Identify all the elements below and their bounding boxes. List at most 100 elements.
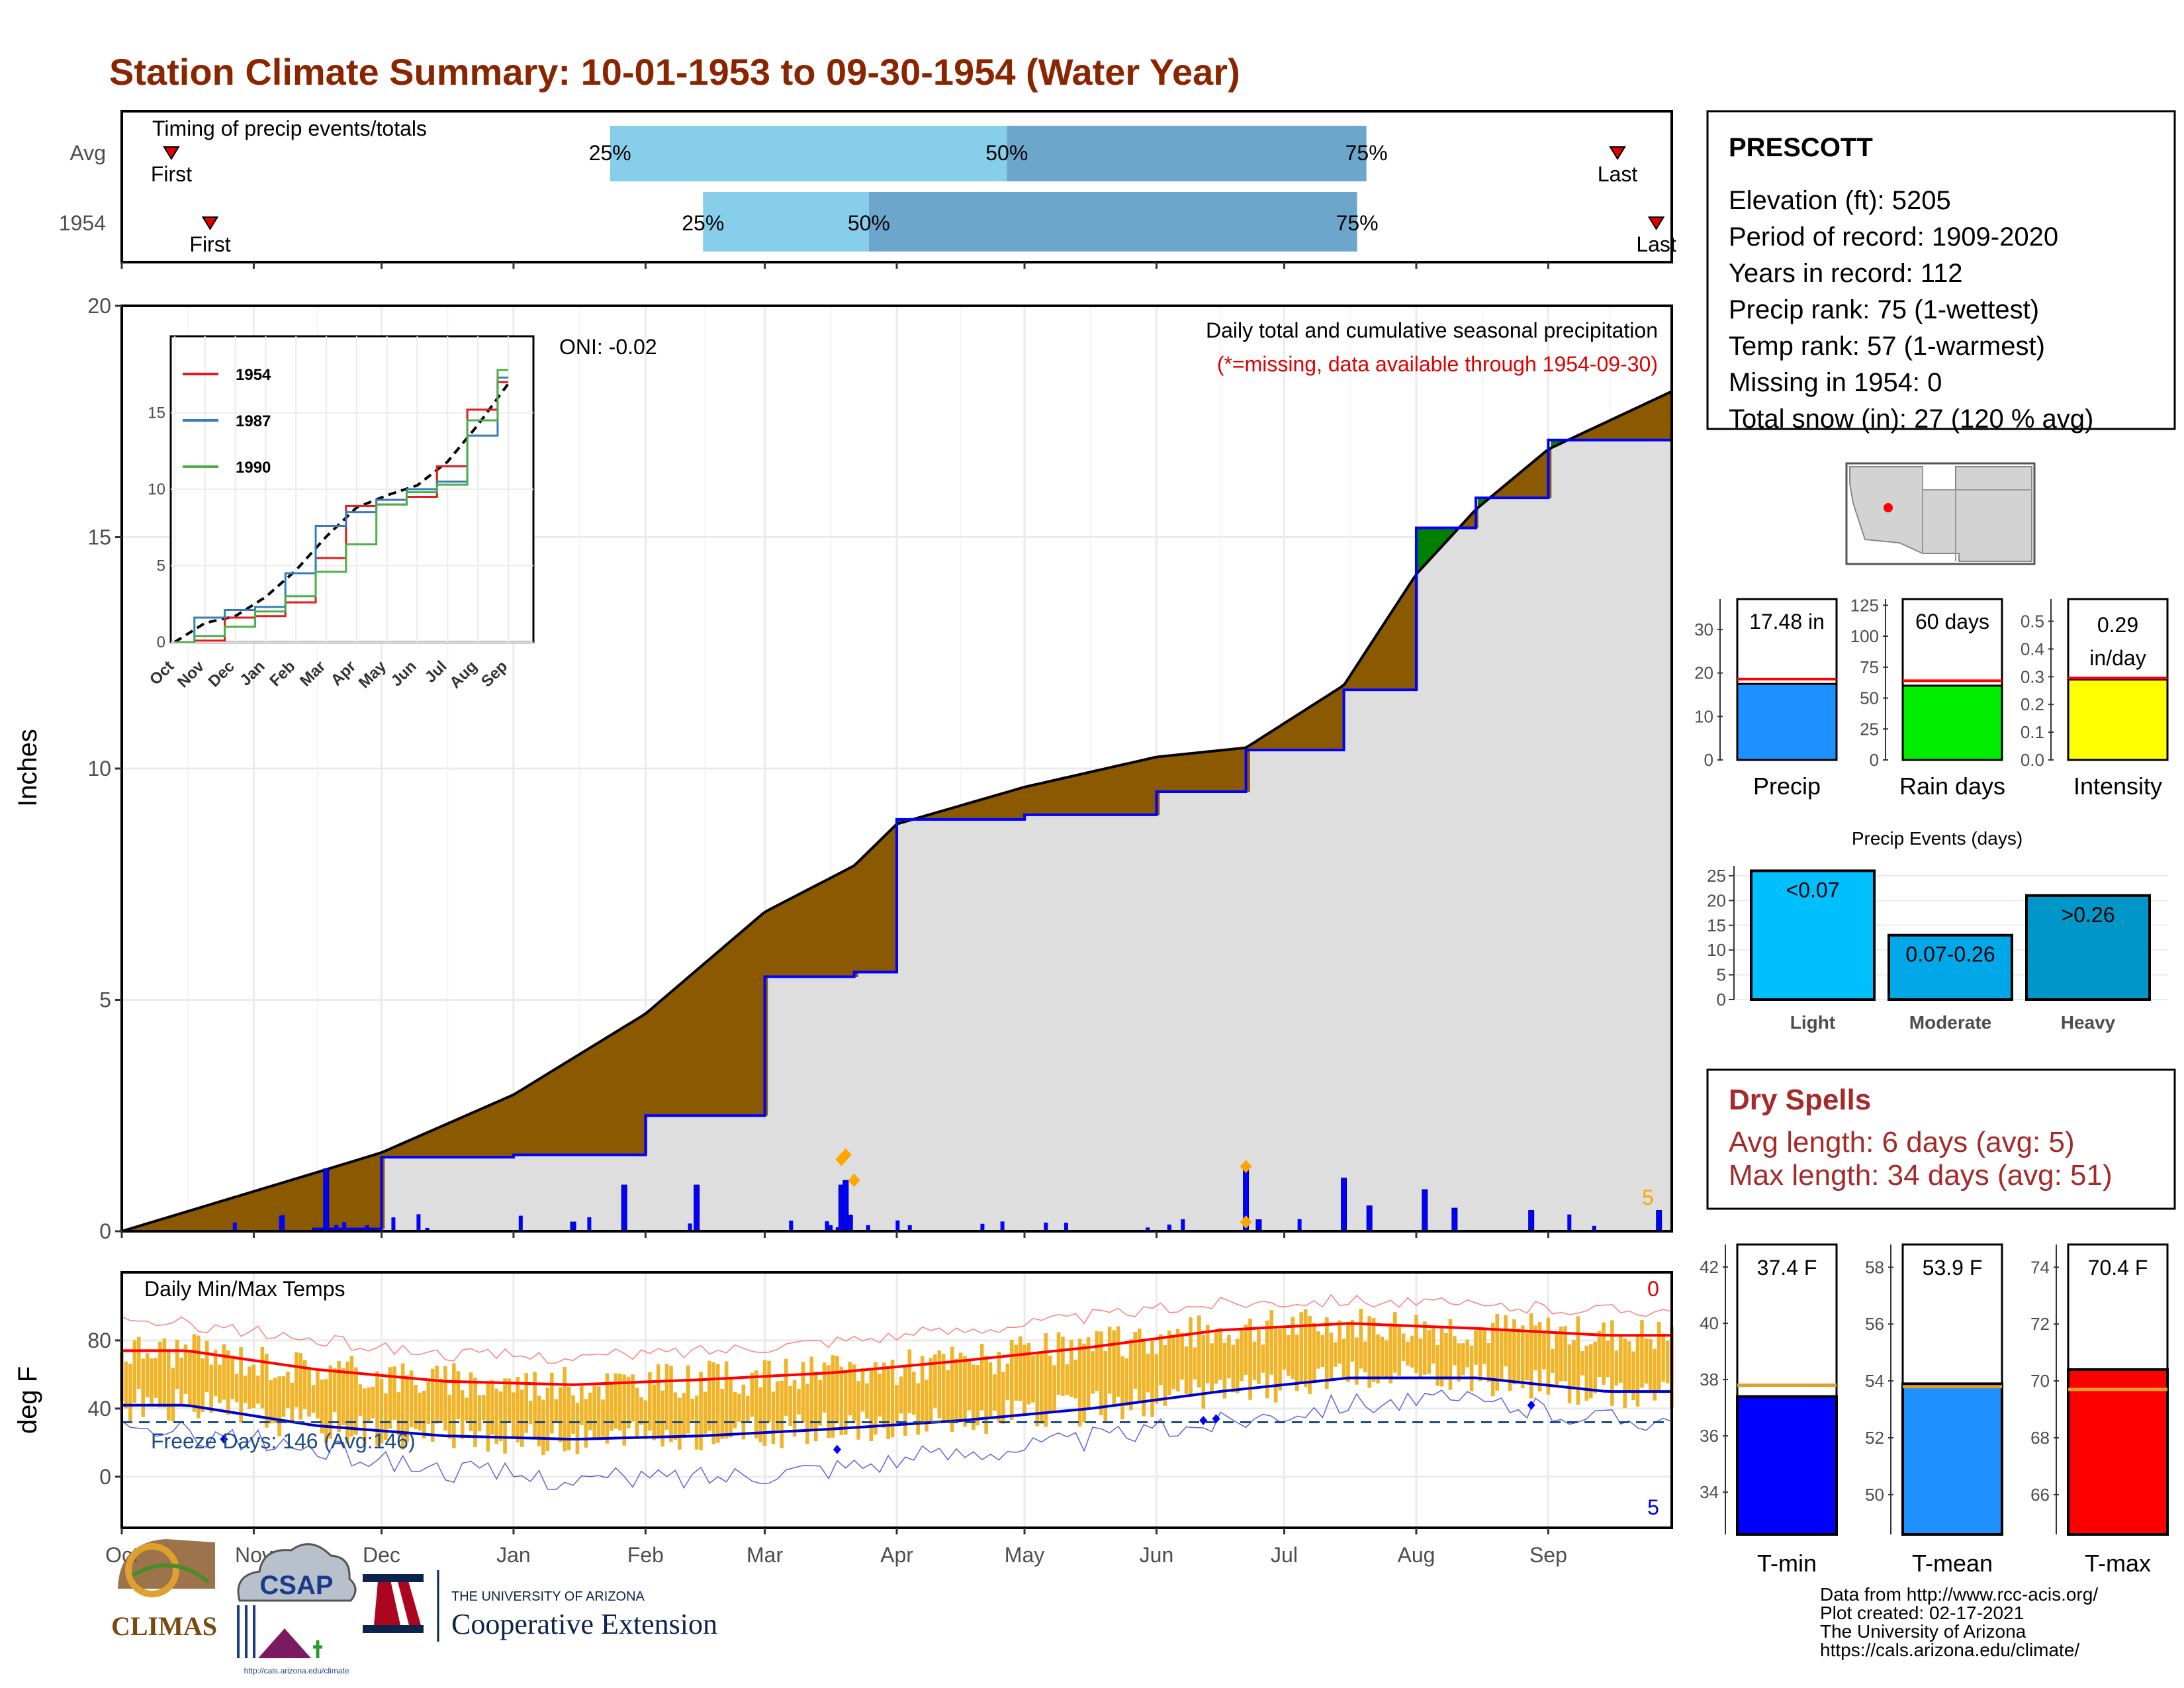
anomaly-segment: [242, 1193, 248, 1232]
daily-precip-bar-small: [1181, 1219, 1185, 1231]
dry-frame: [1706, 1068, 2176, 1210]
anomaly-segment: [478, 1107, 484, 1158]
summary-bar-fill: [1736, 682, 1838, 761]
anomaly-segment: [358, 1158, 363, 1229]
daily-temp-range: [1486, 1342, 1491, 1383]
anomaly-segment: [1611, 417, 1616, 441]
anomaly-segment: [797, 892, 803, 977]
daily-temp-range: [767, 1360, 771, 1423]
daily-temp-range: [1240, 1329, 1244, 1382]
daily-temp-range: [281, 1376, 286, 1417]
anomaly-segment: [1400, 590, 1406, 690]
daily-temp-range: [1056, 1332, 1061, 1395]
daily-temp-range: [1499, 1331, 1504, 1382]
temp-bar-tick-label: 66: [2030, 1485, 2050, 1505]
daily-temp-range: [1453, 1336, 1457, 1366]
anomaly-segment: [332, 1166, 338, 1229]
daily-temp-range: [886, 1369, 890, 1439]
events-tick-label: 25: [1707, 866, 1726, 886]
anomaly-segment: [647, 1008, 652, 1116]
daily-temp-range: [797, 1389, 801, 1415]
daily-temp-range: [422, 1391, 426, 1439]
daily-temp-range: [592, 1385, 596, 1438]
daily-temp-range: [1392, 1312, 1397, 1373]
anomaly-segment: [870, 844, 876, 972]
anomaly-segment: [565, 1060, 570, 1156]
daily-precip-bar-small: [825, 1221, 829, 1231]
event-bar-label: 0.07-0.26: [1905, 943, 1995, 966]
anomaly-segment: [1008, 790, 1014, 820]
daily-precip-bar: [621, 1184, 627, 1232]
event-bar: [1750, 869, 1876, 1001]
anomaly-segment: [220, 1199, 226, 1232]
anomaly-segment: [414, 1135, 420, 1158]
daily-temp-range: [490, 1380, 494, 1435]
anomaly-segment: [1637, 405, 1642, 441]
anomaly-segment: [543, 1073, 549, 1156]
daily-temp-range: [635, 1387, 639, 1438]
summary-value-unit: in/day: [2089, 646, 2146, 670]
precip-ytick-label: 10: [87, 757, 111, 780]
daily-temp-range: [1065, 1364, 1069, 1395]
daily-temp-range: [524, 1373, 529, 1433]
anomaly-segment: [668, 990, 674, 1116]
daily-temp-range: [1376, 1334, 1380, 1383]
dry-title: Dry Spells: [1729, 1084, 1871, 1116]
anomaly-segment: [263, 1186, 269, 1232]
daily-temp-range: [230, 1355, 235, 1399]
anomaly-segment: [289, 1178, 295, 1232]
anomaly-segment: [819, 881, 824, 977]
inset-legend-label: 1990: [236, 459, 271, 477]
daily-temp-range: [418, 1392, 422, 1430]
anomaly-segment: [970, 801, 975, 820]
daily-temp-range: [375, 1371, 379, 1446]
daily-temp-range: [1069, 1339, 1073, 1397]
anomaly-segment: [604, 1036, 609, 1156]
daily-temp-range: [324, 1379, 328, 1444]
daily-temp-range: [290, 1382, 295, 1423]
daily-temp-range: [1431, 1327, 1435, 1364]
anomaly-segment: [690, 971, 695, 1116]
anomaly-segment: [509, 1094, 514, 1158]
anomaly-segment: [1060, 777, 1066, 816]
anomaly-segment: [793, 894, 798, 977]
record-min-marker: [833, 1444, 841, 1454]
last-event-marker: [1647, 216, 1665, 230]
daily-temp-range: [396, 1392, 401, 1436]
ua-small-text: THE UNIVERSITY OF ARIZONA: [451, 1589, 645, 1604]
daily-precip-bar-small: [829, 1225, 833, 1231]
timing-panel: Timing of precip events/totals Avg 1954 …: [59, 110, 1676, 263]
daily-temp-range: [1227, 1335, 1231, 1379]
daily-temp-range: [456, 1371, 461, 1420]
daily-temp-range: [218, 1364, 222, 1403]
anomaly-segment: [741, 927, 747, 1116]
anomaly-segment: [887, 827, 893, 972]
precip-areas: [121, 390, 1673, 1233]
events-body: 0 5 10 15 20 25 <0.07 Light 0.07-0.26 Moderate >0.…: [1707, 866, 2168, 1033]
daily-temp-range: [1504, 1315, 1508, 1367]
anomaly-segment: [569, 1057, 574, 1156]
daily-temp-range: [465, 1397, 469, 1421]
csap-cactus: [313, 1640, 322, 1658]
anomaly-segment: [1314, 700, 1319, 751]
anomaly-segment: [1099, 769, 1104, 816]
station-line: Period of record: 1909-2020: [1729, 222, 2058, 252]
anomaly-segment: [530, 1081, 535, 1156]
precip-ytick-label: 20: [87, 294, 111, 318]
daily-temp-range: [1559, 1327, 1563, 1382]
daily-temp-range: [1201, 1335, 1206, 1409]
daily-temp-range: [1593, 1341, 1597, 1393]
anomaly-segment: [1025, 785, 1031, 816]
temp-bar-tick-label: 40: [1700, 1313, 1719, 1333]
anomaly-segment: [1068, 775, 1074, 816]
daily-temp-range: [379, 1379, 384, 1444]
anomaly-segment: [1628, 409, 1633, 441]
events-tick-label: 0: [1717, 990, 1726, 1009]
daily-precip-bar-small: [688, 1223, 692, 1231]
csap-url: http://cals.arizona.edu/climate: [244, 1666, 349, 1675]
anomaly-segment: [422, 1132, 428, 1158]
anomaly-segment: [629, 1020, 635, 1156]
daily-temp-range: [580, 1385, 584, 1425]
daily-temp-range: [1602, 1322, 1606, 1385]
precip-events-chart: Precip Events (days) 0 5 10 15 20 25 <0.07 Ligh…: [1707, 828, 2168, 1033]
